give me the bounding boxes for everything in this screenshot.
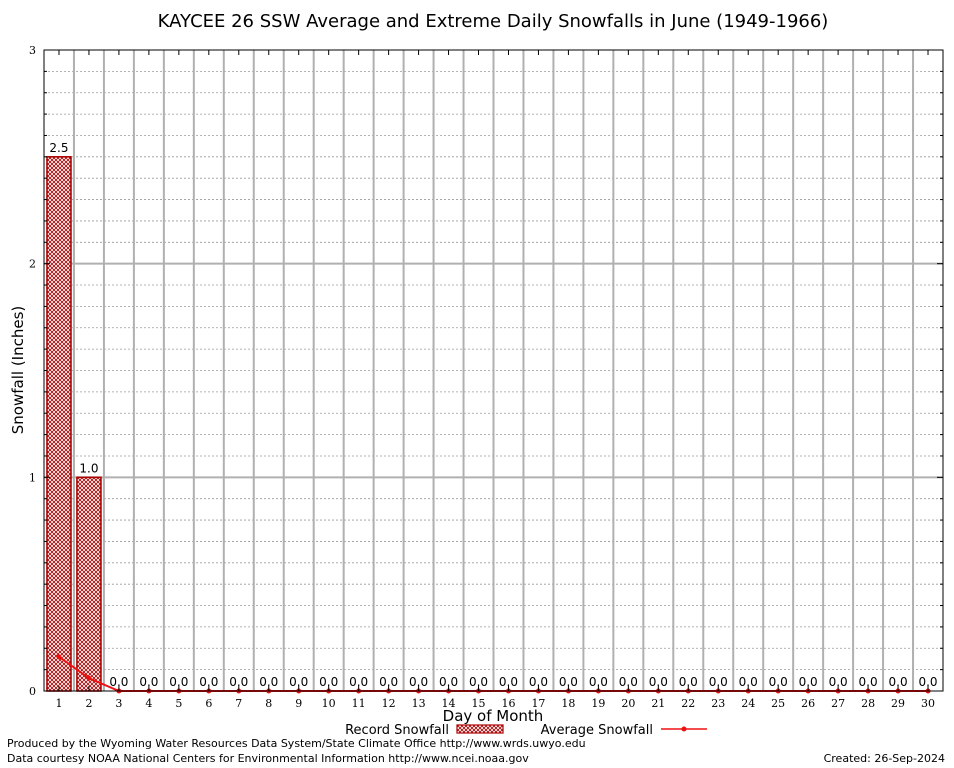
record-value-label: 0.0 bbox=[918, 675, 937, 689]
record-value-label: 0.0 bbox=[799, 675, 818, 689]
x-tick-label: 4 bbox=[145, 697, 152, 710]
record-value-label: 0.0 bbox=[829, 675, 848, 689]
x-tick-label: 21 bbox=[651, 697, 665, 710]
record-value-label: 0.0 bbox=[469, 675, 488, 689]
x-tick-label: 24 bbox=[741, 697, 755, 710]
footer-created-date: Created: 26-Sep-2024 bbox=[823, 752, 945, 765]
record-value-label: 0.0 bbox=[259, 675, 278, 689]
record-value-label: 0.0 bbox=[889, 675, 908, 689]
x-tick-label: 25 bbox=[771, 697, 785, 710]
x-tick-label: 18 bbox=[561, 697, 575, 710]
x-tick-label: 20 bbox=[621, 697, 635, 710]
record-value-label: 0.0 bbox=[109, 675, 128, 689]
record-value-label: 0.0 bbox=[139, 675, 158, 689]
record-value-label: 0.0 bbox=[199, 675, 218, 689]
y-tick-label: 2 bbox=[29, 258, 36, 271]
y-tick-label: 0 bbox=[29, 685, 36, 698]
footer-produced-by: Produced by the Wyoming Water Resources … bbox=[7, 737, 586, 750]
x-tick-label: 27 bbox=[831, 697, 845, 710]
x-tick-label: 14 bbox=[442, 697, 456, 710]
y-tick-label: 1 bbox=[29, 471, 36, 484]
record-value-label: 1.0 bbox=[79, 461, 98, 475]
record-value-label: 0.0 bbox=[349, 675, 368, 689]
x-tick-label: 11 bbox=[352, 697, 366, 710]
grid bbox=[44, 50, 943, 691]
legend-record-label: Record Snowfall bbox=[345, 723, 449, 738]
y-axis-title: Snowfall (Inches) bbox=[9, 306, 27, 434]
record-bar bbox=[76, 476, 102, 692]
x-tick-label: 15 bbox=[472, 697, 486, 710]
x-tick-label: 22 bbox=[681, 697, 695, 710]
record-value-label: 0.0 bbox=[649, 675, 668, 689]
record-value-label: 0.0 bbox=[499, 675, 518, 689]
legend-record-swatch bbox=[456, 724, 504, 734]
record-value-label: 0.0 bbox=[619, 675, 638, 689]
average-point bbox=[86, 675, 92, 681]
x-tick-label: 12 bbox=[382, 697, 396, 710]
record-value-label: 0.0 bbox=[439, 675, 458, 689]
legend-average-label: Average Snowfall bbox=[541, 723, 653, 738]
x-axis-title: Day of Month bbox=[443, 707, 544, 725]
data-labels: 2.5 1.0 0.0 0.0 0.0 0.0 0.0 0.0 0.0 0.0 0.0 0.0 0.0 0… bbox=[49, 141, 937, 689]
x-tick-label: 19 bbox=[591, 697, 605, 710]
record-bar bbox=[46, 156, 72, 692]
x-tick-label: 8 bbox=[265, 697, 272, 710]
average-point bbox=[56, 654, 62, 660]
x-tick-label: 5 bbox=[175, 697, 182, 710]
bars bbox=[46, 156, 102, 692]
x-tick-label: 7 bbox=[235, 697, 242, 710]
x-tick-label: 26 bbox=[801, 697, 815, 710]
x-tick-label: 3 bbox=[115, 697, 122, 710]
legend: Record Snowfall Average Snowfall bbox=[345, 723, 707, 738]
x-tick-label: 6 bbox=[205, 697, 212, 710]
legend-average-marker bbox=[681, 726, 687, 732]
chart-title: KAYCEE 26 SSW Average and Extreme Daily … bbox=[158, 11, 829, 32]
x-axis-ticks: 1 2 3 4 5 6 7 8 9 10 11 12 13 14 15 16 17 18 19 20 21 22 23 24 2… bbox=[55, 50, 935, 710]
record-value-label: 0.0 bbox=[709, 675, 728, 689]
x-tick-label: 17 bbox=[531, 697, 545, 710]
x-tick-label: 28 bbox=[861, 697, 875, 710]
record-value-label: 0.0 bbox=[739, 675, 758, 689]
record-value-label: 0.0 bbox=[769, 675, 788, 689]
x-tick-label: 16 bbox=[501, 697, 515, 710]
record-value-label: 0.0 bbox=[679, 675, 698, 689]
record-value-label: 0.0 bbox=[589, 675, 608, 689]
x-tick-label: 10 bbox=[322, 697, 336, 710]
record-value-label: 0.0 bbox=[229, 675, 248, 689]
record-value-label: 0.0 bbox=[169, 675, 188, 689]
record-value-label: 0.0 bbox=[409, 675, 428, 689]
x-tick-label: 2 bbox=[85, 697, 92, 710]
record-value-label: 0.0 bbox=[379, 675, 398, 689]
x-tick-label: 13 bbox=[412, 697, 426, 710]
x-tick-label: 23 bbox=[711, 697, 725, 710]
record-value-label: 0.0 bbox=[319, 675, 338, 689]
record-value-label: 2.5 bbox=[49, 141, 68, 155]
record-value-label: 0.0 bbox=[559, 675, 578, 689]
y-tick-label: 3 bbox=[29, 44, 36, 57]
x-tick-label: 1 bbox=[55, 697, 62, 710]
footer-data-courtesy: Data courtesy NOAA National Centers for … bbox=[7, 752, 529, 765]
record-value-label: 0.0 bbox=[859, 675, 878, 689]
x-tick-label: 30 bbox=[921, 697, 935, 710]
record-value-label: 0.0 bbox=[529, 675, 548, 689]
x-tick-label: 29 bbox=[891, 697, 905, 710]
x-tick-label: 9 bbox=[295, 697, 302, 710]
record-value-label: 0.0 bbox=[289, 675, 308, 689]
y-axis-ticks: 0 1 2 3 bbox=[29, 44, 943, 698]
